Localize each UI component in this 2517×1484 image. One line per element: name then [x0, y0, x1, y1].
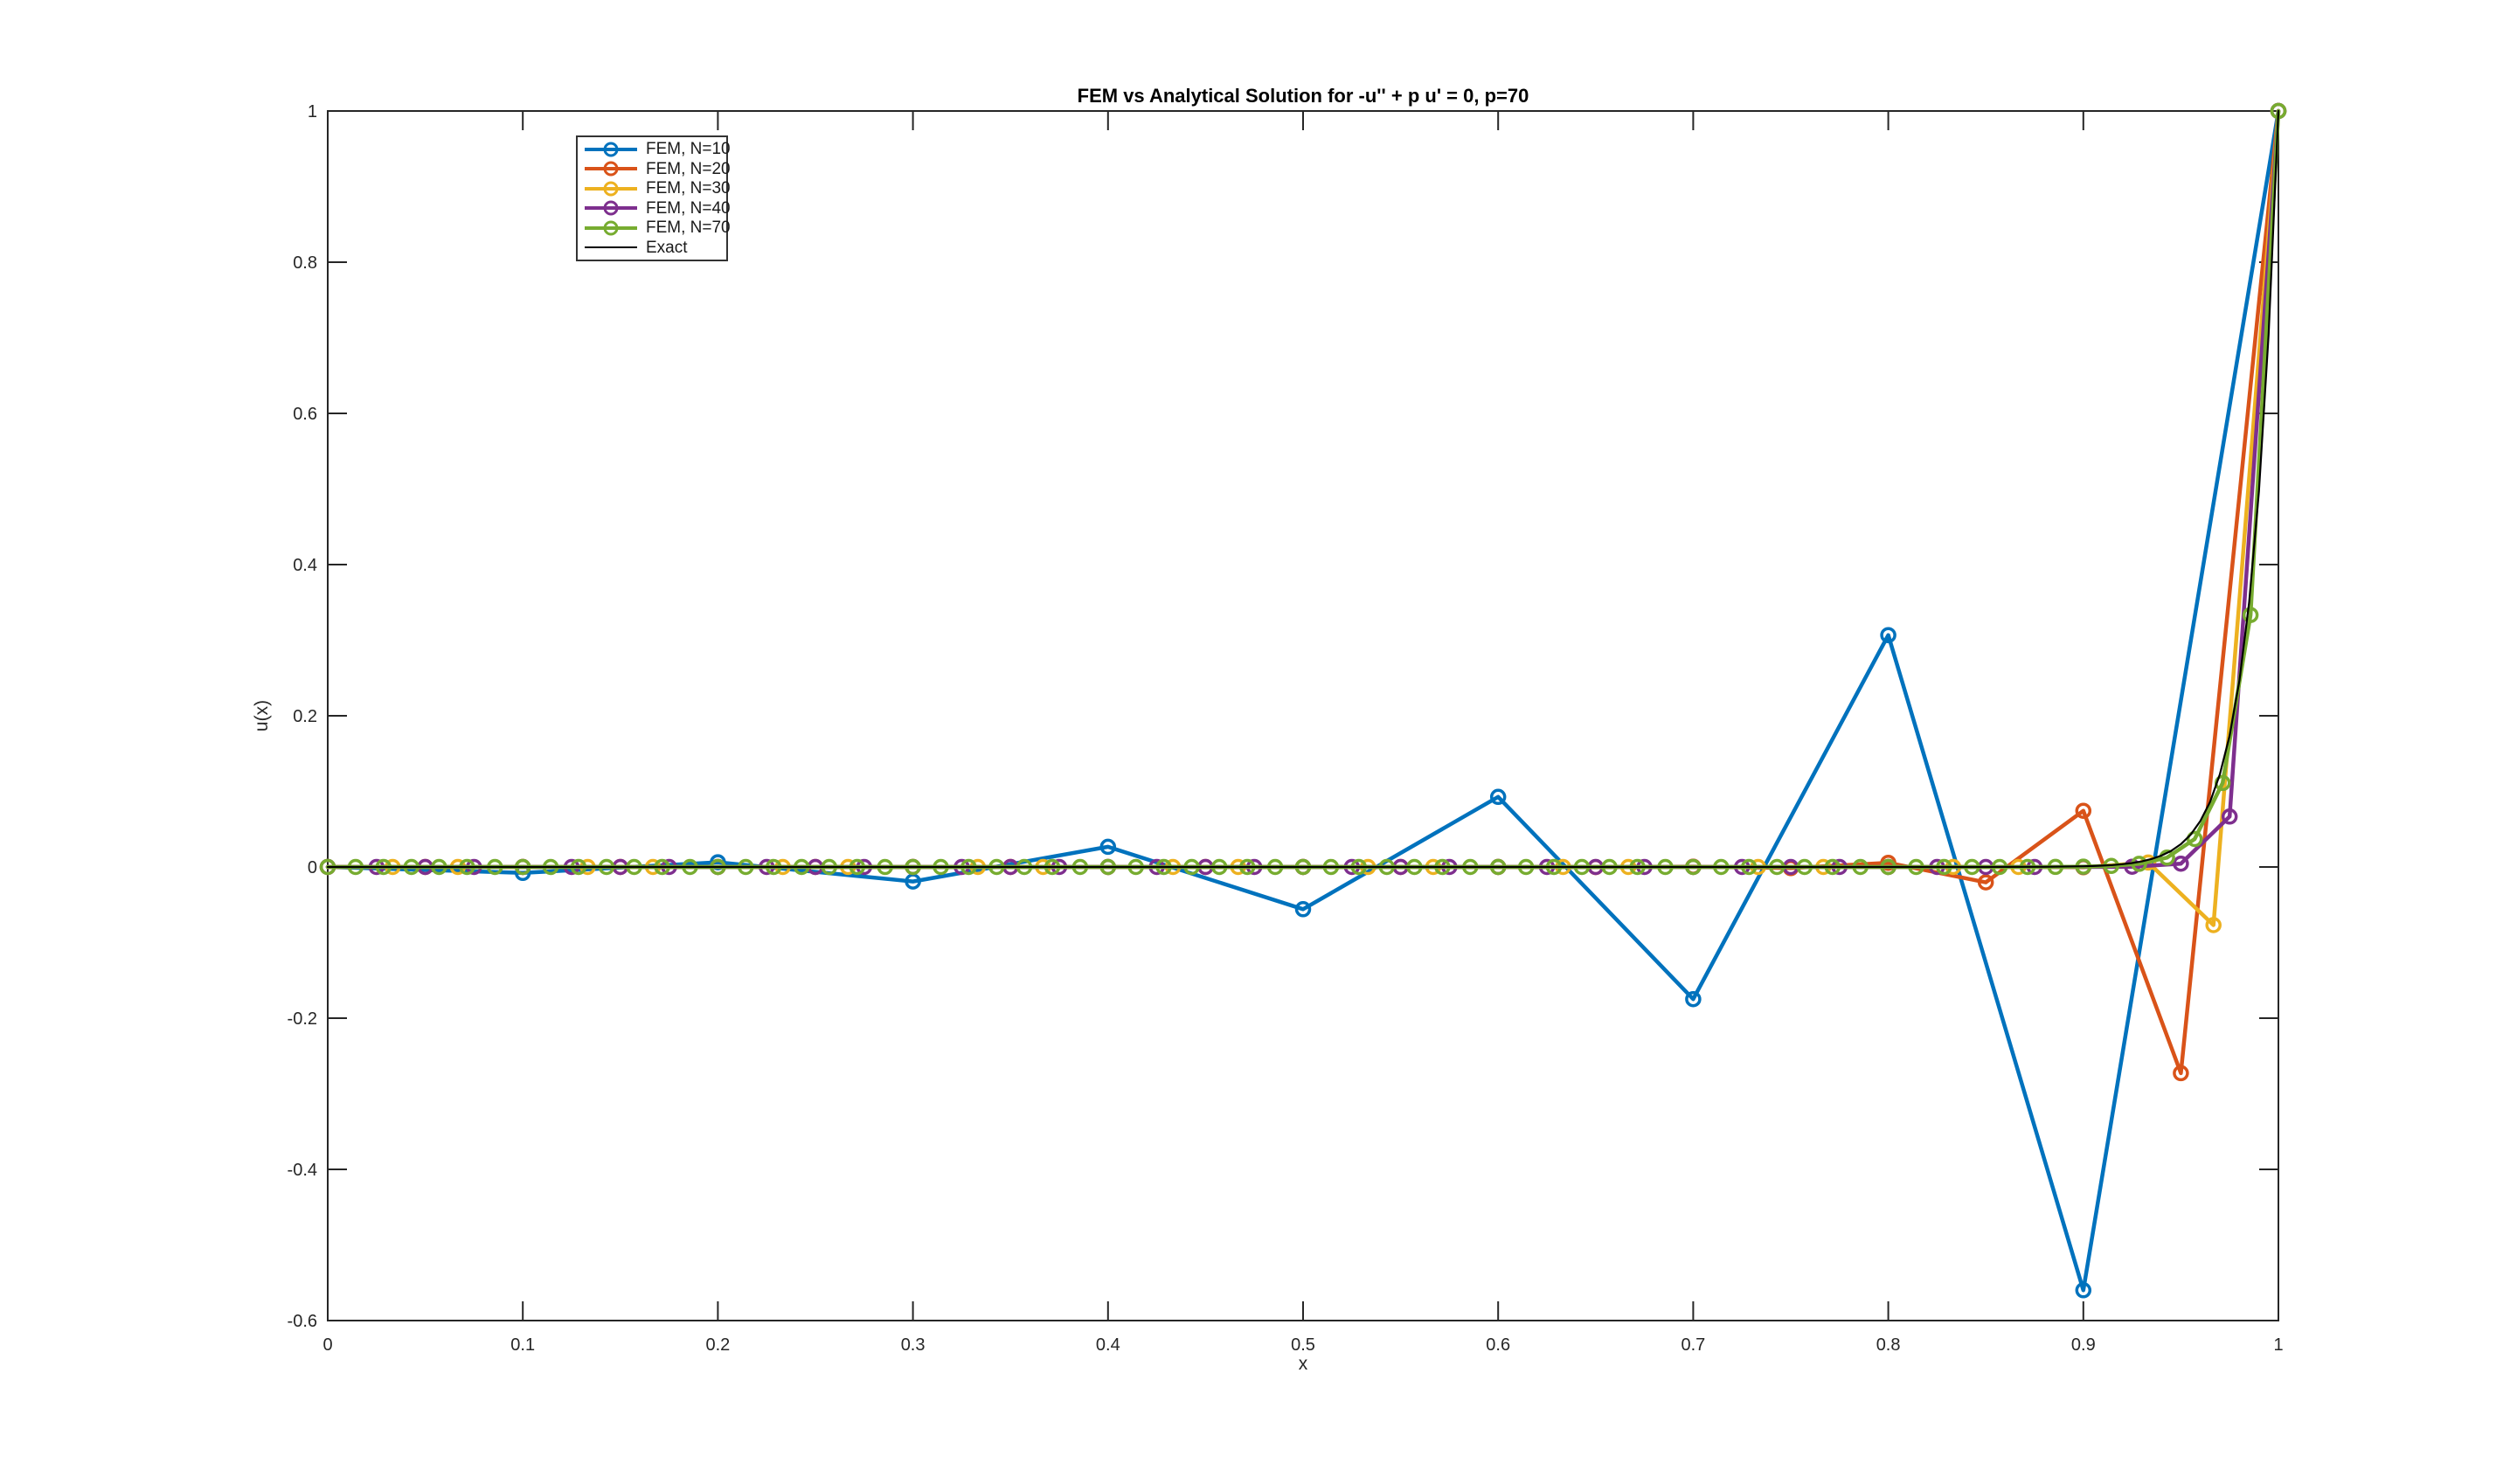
series-layer — [319, 102, 2287, 1299]
y-tick-label: 0.2 — [293, 707, 317, 726]
x-tick-label: 0.8 — [1876, 1335, 1901, 1355]
series-marker-fem-n-20 — [2075, 802, 2092, 819]
legend-circle-marker-icon — [603, 200, 619, 216]
series-marker-fem-n-20 — [2173, 1064, 2189, 1082]
x-tick-label: 0.4 — [1096, 1335, 1120, 1355]
x-axis-label: x — [1299, 1354, 1308, 1374]
series-marker-fem-n-70 — [2159, 849, 2175, 866]
series-marker-fem-n-70 — [2242, 607, 2259, 623]
legend-sample — [585, 199, 637, 217]
legend-label: FEM, N=20 — [646, 159, 731, 178]
series-marker-fem-n-30 — [2205, 917, 2222, 933]
y-tick-label: 0 — [308, 858, 317, 877]
series-marker-fem-n-10 — [1489, 788, 1507, 806]
y-tick-label: 0.4 — [293, 556, 317, 575]
y-tick-label: -0.4 — [288, 1161, 317, 1180]
series-marker-fem-n-10 — [1294, 901, 1312, 918]
legend-sample — [585, 180, 637, 198]
series-line-exact — [326, 109, 2280, 869]
legend-label: Exact — [646, 238, 688, 257]
x-tick-label: 0.7 — [1681, 1335, 1705, 1355]
axes-layer: 0 0.1 0.2 0.3 0.4 0.5 0.6 0.7 0.8 0.9 1 -0.6 -0.4 -0.… — [288, 102, 2284, 1355]
series-marker-fem-n-10 — [1099, 838, 1117, 856]
legend-box: FEM, N=10 FEM, N=20 FEM, N=30 FEM, N=40 FEM,… — [576, 135, 731, 261]
series-marker-fem-n-20 — [1977, 874, 1994, 891]
series-marker-fem-n-10 — [2075, 1282, 2092, 1299]
series-marker-fem-n-70 — [2186, 830, 2203, 848]
legend-entry: FEM, N=10 — [578, 140, 731, 158]
legend-label: FEM, N=70 — [646, 218, 731, 238]
legend-sample — [585, 219, 637, 237]
y-tick-label: 1 — [308, 102, 317, 121]
series-marker-fem-n-10 — [1685, 990, 1702, 1008]
chart-title: FEM vs Analytical Solution for -u'' + p … — [1078, 85, 1529, 107]
labels-layer: FEM vs Analytical Solution for -u'' + p … — [252, 85, 1529, 1374]
series-line-fem-n-10 — [325, 108, 2281, 1293]
x-tick-label: 0.2 — [705, 1335, 730, 1355]
legend-entry: FEM, N=30 — [578, 179, 731, 198]
legend-sample — [585, 160, 637, 177]
y-tick-label: 0.6 — [293, 405, 317, 424]
series-marker-fem-n-40 — [2221, 808, 2238, 825]
legend-label: FEM, N=40 — [646, 198, 731, 218]
legend-entry: FEM, N=70 — [578, 218, 731, 237]
legend-circle-marker-icon — [603, 181, 619, 197]
legend-circle-marker-icon — [603, 220, 619, 236]
legend-label: FEM, N=30 — [646, 179, 731, 198]
series-marker-fem-n-10 — [1880, 627, 1896, 643]
y-axis-label: u(x) — [252, 700, 272, 732]
y-tick-label: -0.2 — [288, 1009, 317, 1029]
x-tick-label: 0.3 — [901, 1335, 926, 1355]
legend-sample — [585, 141, 637, 158]
legend-label: FEM, N=10 — [646, 140, 731, 159]
x-tick-label: 0.5 — [1291, 1335, 1315, 1355]
legend-line-icon — [585, 246, 637, 249]
legend-circle-marker-icon — [603, 142, 619, 157]
y-tick-label: -0.6 — [288, 1312, 317, 1331]
legend-entry: FEM, N=40 — [578, 199, 731, 218]
series-marker-fem-n-40 — [2173, 855, 2189, 872]
x-tick-label: 0 — [322, 1335, 332, 1355]
legend-circle-marker-icon — [603, 161, 619, 177]
legend-sample — [585, 239, 637, 256]
x-tick-label: 0.1 — [510, 1335, 535, 1355]
x-tick-label: 0.9 — [2071, 1335, 2096, 1355]
plot-frame — [327, 110, 2279, 1321]
legend-entry: Exact — [578, 239, 726, 257]
x-tick-label: 0.6 — [1486, 1335, 1510, 1355]
y-tick-label: 0.8 — [293, 253, 317, 273]
legend-entry: FEM, N=20 — [578, 160, 731, 178]
x-tick-label: 1 — [2273, 1335, 2283, 1355]
